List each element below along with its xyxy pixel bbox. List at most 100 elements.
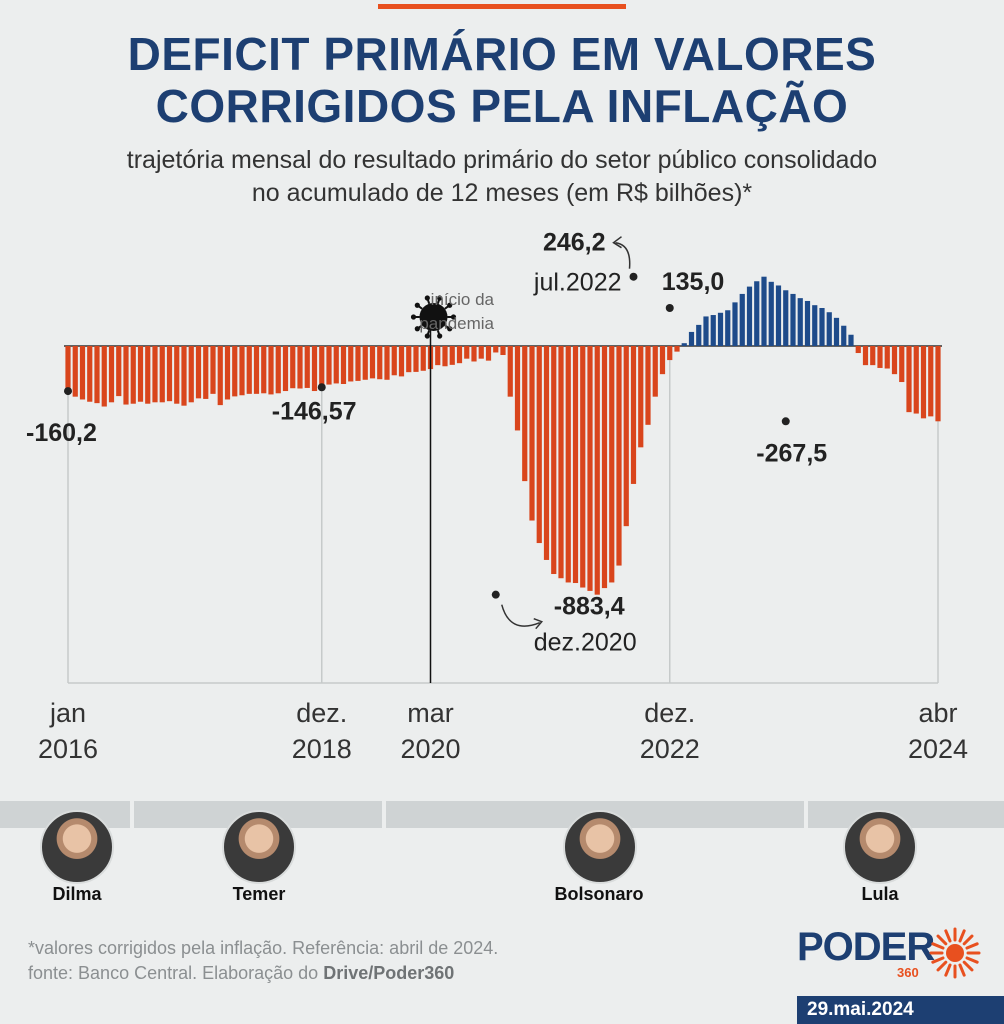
bar	[413, 346, 419, 372]
bar	[340, 346, 347, 385]
date-label: dez.2020	[534, 629, 637, 657]
source-text: fonte: Banco Central. Elaboração do	[28, 963, 324, 983]
chart-title: DEFICIT PRIMÁRIO EM VALORES CORRIGIDOS P…	[0, 28, 1004, 132]
bar	[137, 346, 144, 402]
sun-icon	[929, 927, 981, 979]
bar	[159, 346, 165, 403]
point-marker	[317, 383, 326, 392]
bar	[543, 346, 550, 560]
bar	[659, 346, 666, 375]
president-name-dilma: Dilma	[52, 884, 102, 904]
bar	[188, 346, 194, 403]
bar	[398, 346, 405, 377]
avatar-dilma	[40, 810, 114, 884]
bar	[833, 317, 840, 346]
bar	[449, 346, 455, 365]
annotation-line-2: pandemia	[419, 314, 494, 333]
bar	[558, 346, 564, 579]
bar	[391, 346, 397, 376]
bar	[696, 324, 702, 346]
callout-arrowhead	[612, 236, 622, 249]
title-line-2: CORRIGIDOS PELA INFLAÇÃO	[155, 80, 849, 132]
value-label: -883,4	[554, 593, 625, 621]
bar	[826, 312, 832, 346]
sun-ray	[936, 934, 948, 946]
sun-ray	[958, 929, 966, 943]
publication-date: 29.mai.2024	[797, 996, 1004, 1024]
bar	[717, 312, 724, 346]
virus-spike-tip	[437, 333, 443, 339]
bar	[87, 346, 93, 402]
bar	[804, 300, 811, 346]
virus-body	[419, 303, 448, 331]
bar	[333, 346, 339, 384]
bar	[203, 346, 209, 399]
title-line-1: DEFICIT PRIMÁRIO EM VALORES	[127, 28, 877, 80]
x-tick-label: 2024	[908, 734, 968, 764]
bar	[609, 346, 615, 583]
bar	[645, 346, 651, 425]
bar	[275, 346, 281, 394]
bar	[239, 346, 245, 396]
bar	[855, 346, 861, 354]
bar	[268, 346, 274, 395]
bar	[442, 346, 448, 367]
bar	[174, 346, 180, 404]
bar	[877, 346, 883, 368]
deficit-bar-chart: início da pandemia -160,2 -146,57 -883,4 de…	[26, 229, 968, 764]
bar	[500, 346, 506, 356]
x-tick-label: 2020	[400, 734, 460, 764]
bar	[739, 293, 745, 346]
source-credit: Drive/Poder360	[323, 963, 455, 983]
bar	[108, 346, 115, 403]
subtitle-line-1: trajetória mensal do resultado primário …	[126, 146, 878, 174]
bar	[65, 346, 71, 392]
bar	[841, 325, 847, 346]
bar	[551, 346, 557, 575]
bar	[768, 281, 774, 346]
bar	[181, 346, 187, 406]
bar	[681, 343, 687, 346]
bar	[319, 346, 325, 388]
bar	[703, 316, 709, 346]
bar	[891, 346, 898, 375]
value-label: -160,2	[26, 419, 97, 447]
bar	[565, 346, 571, 583]
bar	[775, 285, 782, 346]
footer-note-line-2: fonte: Banco Central. Elaboração do Driv…	[28, 961, 498, 986]
bar	[369, 346, 376, 379]
value-label: 246,2	[543, 229, 606, 257]
bar	[210, 346, 216, 394]
virus-spike-tip	[447, 302, 453, 308]
bar	[116, 346, 122, 397]
x-tick-label: 2016	[38, 734, 98, 764]
sun-ray	[965, 942, 979, 950]
x-tick-label: 2018	[292, 734, 352, 764]
bar	[710, 315, 716, 346]
president-name-bolsonaro: Bolsonaro	[554, 884, 644, 904]
bar	[384, 346, 390, 380]
bar	[514, 346, 521, 431]
sun-ray	[962, 960, 974, 972]
bar	[464, 346, 470, 359]
bar	[348, 346, 354, 382]
virus-spike-tip	[414, 302, 420, 308]
annotation-line-1: início da	[431, 290, 495, 309]
virus-icon	[410, 295, 457, 339]
bar	[688, 331, 695, 346]
bar	[870, 346, 876, 366]
point-marker	[781, 417, 790, 426]
bar	[797, 298, 803, 346]
point-marker	[629, 272, 638, 281]
bar	[101, 346, 107, 407]
bar	[522, 346, 528, 482]
virus-spike-tip	[424, 333, 430, 339]
sun-ray	[944, 929, 952, 943]
bar	[485, 346, 492, 361]
bar	[478, 346, 484, 359]
point-marker	[64, 387, 72, 396]
bar	[746, 286, 753, 346]
x-tick-label: dez.	[296, 698, 347, 728]
bar	[812, 305, 818, 346]
footer-note: *valores corrigidos pela inflação. Refer…	[28, 936, 498, 986]
